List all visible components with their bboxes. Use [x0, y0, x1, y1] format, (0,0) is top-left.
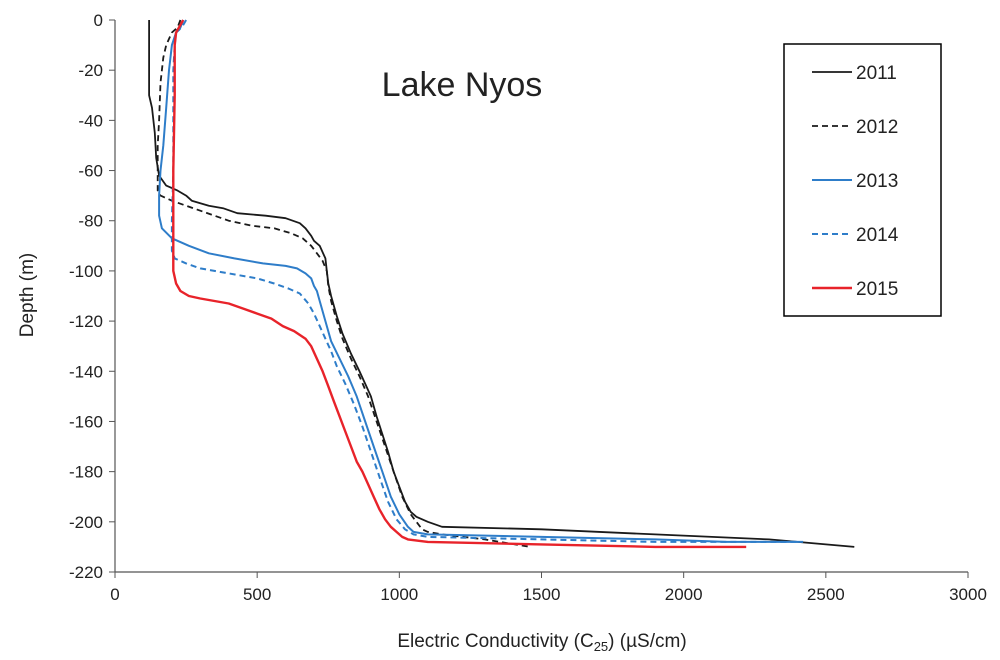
- legend-box: [783, 43, 942, 317]
- tick-labels: 0 500 1000 1500 2000 2500 3000 0 -20 -40 -60 -80 -10…: [69, 11, 987, 604]
- y-tick-label: -80: [78, 212, 103, 231]
- x-tick-label: 1500: [523, 585, 561, 604]
- series-line-2012: [156, 19, 531, 548]
- x-axis-title-units: ) (µS/cm): [608, 631, 687, 652]
- y-tick-label: -120: [69, 312, 103, 331]
- y-tick-label: 0: [94, 11, 103, 30]
- y-tick-label: -180: [69, 463, 103, 482]
- y-axis-title: Depth (m): [17, 253, 38, 337]
- y-tick-label: -220: [69, 563, 103, 582]
- x-axis-title-subscript: 25: [594, 639, 608, 654]
- y-tick-label: -160: [69, 412, 103, 431]
- x-tick-label: 2500: [807, 585, 845, 604]
- series-line-2013: [158, 19, 804, 543]
- legend-label-2011: 2011: [856, 63, 897, 84]
- y-tick-label: -20: [78, 61, 103, 80]
- y-tick-label: -200: [69, 513, 103, 532]
- legend-label-2014: 2014: [856, 225, 899, 246]
- x-axis-title: Electric Conductivity (C25) (µS/cm): [397, 631, 686, 654]
- x-axis-title-main: Electric Conductivity (C: [397, 631, 593, 652]
- y-tick-label: -40: [78, 111, 103, 130]
- y-tick-label: -100: [69, 262, 103, 281]
- y-tick-label: -60: [78, 162, 103, 181]
- legend-label-2012: 2012: [856, 117, 898, 138]
- x-tick-label: 0: [110, 585, 119, 604]
- series-lines: [148, 19, 855, 549]
- x-tick-label: 500: [243, 585, 271, 604]
- x-tick-label: 3000: [949, 585, 987, 604]
- legend-label-2015: 2015: [856, 279, 898, 300]
- y-tick-label: -140: [69, 362, 103, 381]
- legend: 2011 2012 2013 2014 2015: [783, 43, 942, 317]
- chart-title: Lake Nyos: [382, 66, 543, 104]
- series-line-2015: [172, 19, 747, 549]
- x-tick-label: 2000: [665, 585, 703, 604]
- legend-label-2013: 2013: [856, 171, 898, 192]
- x-tick-label: 1000: [380, 585, 418, 604]
